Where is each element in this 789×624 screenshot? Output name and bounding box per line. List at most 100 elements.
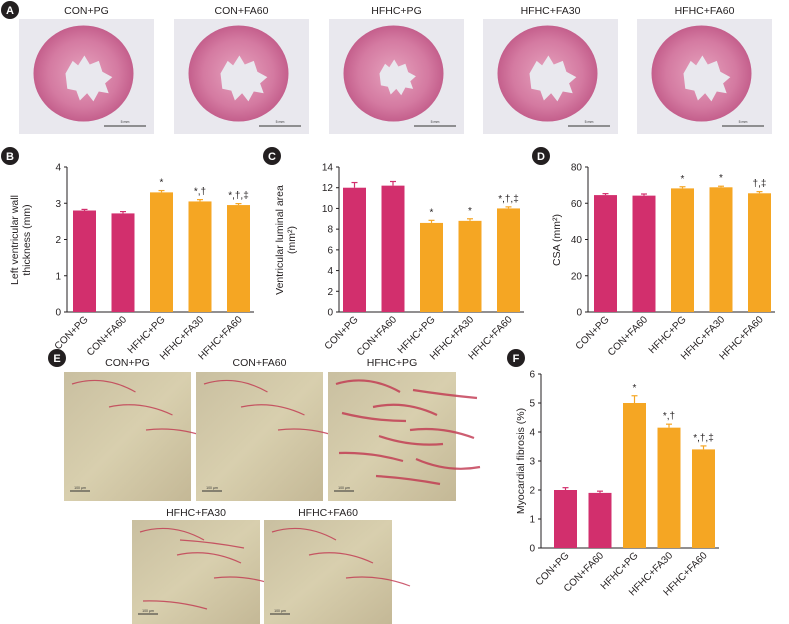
collagen-fiber: [415, 457, 481, 470]
collagen-fiber: [203, 379, 268, 393]
y-tick-label: 3: [55, 199, 61, 210]
scale-bar-label: 5 mm: [121, 120, 130, 124]
bar: [227, 205, 250, 312]
bar: [748, 193, 771, 312]
y-tick-label: 2: [327, 287, 333, 298]
histology-a-image: HFHC+FA60 5 mm: [637, 5, 772, 134]
histology-e-image: HFHC+FA60 100 µm: [264, 507, 411, 624]
panel-letter-b-text: B: [6, 151, 14, 163]
y-tick-label: 20: [571, 271, 583, 282]
y-tick-label: 4: [529, 428, 535, 439]
histology-e-label: HFHC+FA30: [166, 507, 226, 519]
histology-e-label: HFHC+PG: [367, 357, 417, 369]
collagen-fiber: [378, 434, 444, 446]
significance-label: *,†,‡: [228, 191, 249, 202]
collagen-fiber: [412, 388, 478, 400]
y-tick-label: 10: [322, 204, 334, 215]
scale-bar-label: 100 µm: [338, 486, 350, 490]
histology-e-image: CON+PG 100 µm: [64, 357, 210, 501]
y-tick-label: 6: [529, 370, 535, 381]
collagen-fiber: [335, 379, 401, 393]
y-tick-label: 5: [529, 399, 535, 410]
bar: [671, 188, 694, 312]
panel-letter-d: [532, 147, 550, 165]
x-tick-label: CON+FA60: [355, 314, 399, 358]
y-axis-label: Left ventricular wallthickness (mm): [9, 195, 33, 285]
panel-letter-c-text: C: [268, 151, 276, 163]
panel-e: E CON+PG 100 µm CON+FA60 100 µm HFHC+PG 100 µ…: [48, 349, 481, 624]
scale-bar-label: 5 mm: [585, 120, 594, 124]
histology-e-label: CON+FA60: [233, 357, 287, 369]
micrograph-tissue: [264, 520, 392, 624]
bar: [73, 210, 96, 312]
scale-bar-label: 100 µm: [274, 609, 286, 613]
significance-label: *,†,‡: [693, 433, 714, 444]
micrograph-tissue: [196, 372, 323, 501]
micrograph-tissue: [328, 372, 456, 501]
histology-a-label: HFHC+PG: [371, 5, 421, 17]
bar: [588, 492, 612, 548]
x-tick-label: CON+FA60: [85, 314, 129, 358]
y-tick-label: 40: [571, 235, 583, 246]
x-tick-label: CON+PG: [53, 314, 91, 352]
histology-a-label: HFHC+FA60: [675, 5, 735, 17]
collagen-fiber: [409, 427, 475, 440]
histology-a-image: CON+PG 5 mm: [19, 5, 154, 134]
bar: [632, 195, 656, 312]
y-tick-label: 3: [529, 457, 535, 468]
y-tick-label: 14: [322, 163, 334, 174]
bar: [343, 187, 366, 312]
y-tick-label: 1: [529, 515, 535, 526]
panel-letter-f: [507, 349, 525, 367]
significance-label: *,†: [663, 411, 675, 422]
collagen-fiber: [71, 379, 136, 393]
panel-letter-b: [1, 147, 19, 165]
histology-e-label: HFHC+FA60: [298, 507, 358, 519]
panel-letter-a-text: A: [6, 5, 14, 17]
collagen-fiber: [375, 474, 441, 486]
y-tick-label: 60: [571, 199, 583, 210]
y-axis-label: Myocardial fibrosis (%): [515, 408, 527, 514]
x-tick-label: CON+FA60: [606, 314, 650, 358]
collagen-fiber: [345, 576, 411, 587]
collagen-fiber: [179, 539, 245, 549]
y-tick-label: 6: [327, 245, 333, 256]
panel-letter-a: [1, 1, 19, 19]
scale-bar-label: 5 mm: [739, 120, 748, 124]
scale-bar-label: 5 mm: [276, 120, 285, 124]
y-tick-label: 0: [55, 308, 61, 319]
panel-letter-e: [48, 349, 66, 367]
ventricle-lumen: [529, 55, 577, 102]
ventricle-lumen: [379, 59, 416, 96]
bar: [497, 208, 520, 312]
histology-a-image: HFHC+PG 5 mm: [329, 5, 464, 134]
significance-label: *: [160, 178, 164, 189]
histology-e-label: CON+PG: [105, 357, 150, 369]
significance-label: *,†: [194, 187, 206, 198]
significance-label: *: [719, 173, 723, 184]
histology-e-image: CON+FA60 100 µm: [196, 357, 342, 501]
bar: [458, 220, 482, 312]
significance-label: *: [681, 174, 685, 185]
histology-e-image: HFHC+PG 100 µm: [328, 357, 481, 501]
bar-chart-b: 0 1 2 3 4 Left ventricular wallthickness (mm)…: [9, 163, 254, 362]
collagen-fiber: [139, 527, 205, 541]
ventricle-lumen: [65, 55, 113, 102]
x-tick-label: CON+PG: [323, 314, 361, 352]
significance-label: †,‡: [753, 179, 767, 190]
y-tick-label: 2: [529, 486, 535, 497]
collagen-fiber: [176, 552, 242, 564]
scale-bar-label: 100 µm: [206, 486, 218, 490]
y-tick-label: 12: [322, 183, 334, 194]
panel-letter-d-text: D: [537, 151, 545, 163]
collagen-fiber: [240, 404, 305, 416]
y-axis-label: Ventricular luminal area(mm²): [274, 185, 298, 295]
collagen-fiber: [142, 600, 208, 610]
bar: [594, 195, 617, 312]
bar: [188, 201, 212, 312]
panel-letter-e-text: E: [53, 353, 60, 365]
